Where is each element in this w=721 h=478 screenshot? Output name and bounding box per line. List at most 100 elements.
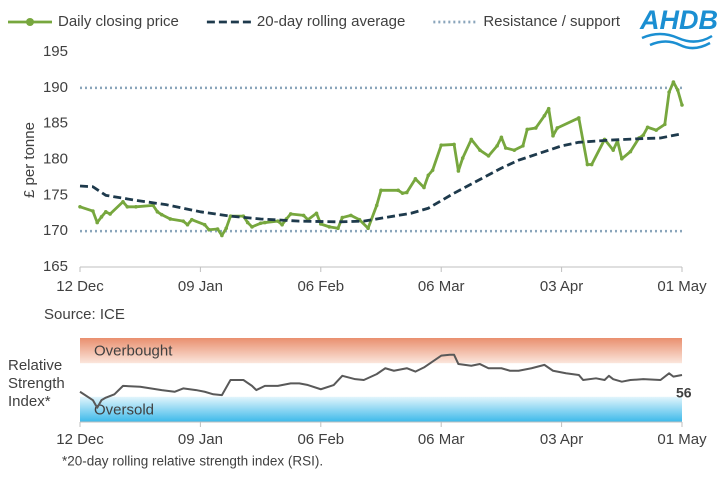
point <box>258 221 263 226</box>
point <box>405 190 409 195</box>
point <box>99 215 104 219</box>
legend-label: Resistance / support <box>483 13 621 30</box>
legend-label: 20-day rolling average <box>257 13 405 30</box>
point <box>512 148 517 152</box>
point <box>525 127 529 132</box>
point <box>680 103 684 107</box>
point <box>151 203 155 208</box>
y-tick-label: 185 <box>43 115 68 132</box>
x-tick-label: 03 Apr <box>540 431 583 448</box>
point <box>675 88 680 92</box>
point <box>585 162 590 167</box>
point <box>478 148 482 152</box>
x-tick-label: 06 Feb <box>297 278 344 295</box>
point <box>542 113 547 118</box>
y-tick-label: 175 <box>43 186 68 203</box>
x-tick-label: 06 Feb <box>297 431 344 448</box>
x-tick-label: 09 Jan <box>178 278 223 295</box>
y-tick-label: 190 <box>43 79 68 96</box>
point <box>422 185 426 190</box>
point <box>611 148 615 152</box>
y-tick-label: 195 <box>43 43 68 60</box>
point <box>641 133 646 137</box>
point <box>413 177 418 181</box>
point <box>95 220 99 225</box>
point <box>499 135 504 140</box>
x-tick-label: 09 Jan <box>178 431 223 448</box>
series-line <box>79 80 684 237</box>
point <box>280 222 284 227</box>
y-axis-label: Strength <box>8 375 65 392</box>
point <box>374 203 379 208</box>
point <box>159 212 164 217</box>
logo: AHDB <box>639 5 718 50</box>
point <box>250 225 254 229</box>
y-tick-label: 180 <box>43 150 68 167</box>
y-tick-label: 170 <box>43 222 68 239</box>
point <box>663 122 667 127</box>
point <box>215 227 220 231</box>
logo-wave <box>641 32 713 50</box>
point <box>155 210 160 214</box>
point <box>78 205 82 209</box>
series-line <box>79 132 683 224</box>
x-tick-label: 06 Mar <box>418 431 465 448</box>
band <box>80 338 682 364</box>
last-value-label: 56 <box>676 385 692 401</box>
point <box>121 199 125 204</box>
point <box>336 226 340 231</box>
point <box>220 233 224 238</box>
legend-marker <box>26 18 34 26</box>
source: Source: ICE <box>44 306 125 323</box>
point <box>288 212 293 216</box>
series-line <box>79 353 683 409</box>
point <box>667 90 671 94</box>
band-label: Oversold <box>94 401 154 418</box>
point <box>314 211 319 216</box>
point <box>202 222 207 227</box>
legend-label: Daily closing price <box>58 13 179 30</box>
point <box>654 128 658 132</box>
point <box>456 169 461 173</box>
y-tick-label: 165 <box>43 258 68 275</box>
point <box>396 188 401 193</box>
point <box>327 225 332 229</box>
point <box>577 116 581 120</box>
point <box>108 212 112 216</box>
point <box>319 222 323 226</box>
logo-text: AHDB <box>639 5 718 35</box>
point <box>228 214 233 218</box>
y-axis-label: Relative <box>8 357 62 374</box>
point <box>263 220 267 225</box>
point <box>207 227 211 232</box>
point <box>349 213 353 218</box>
x-tick-label: 12 Dec <box>56 278 104 295</box>
band-label: Overbought <box>94 343 173 360</box>
point <box>276 219 280 223</box>
point <box>628 149 633 154</box>
x-tick-label: 06 Mar <box>418 278 465 295</box>
point <box>460 156 465 160</box>
band <box>80 396 682 422</box>
point <box>426 173 431 178</box>
y-axis-label: £ per tonne <box>21 122 38 198</box>
point <box>400 191 405 195</box>
point <box>555 126 560 130</box>
point <box>181 219 185 223</box>
point <box>486 154 491 158</box>
point <box>185 222 190 227</box>
point <box>340 215 345 220</box>
point <box>134 205 138 209</box>
point <box>245 220 250 225</box>
point <box>190 217 194 222</box>
point <box>495 144 499 148</box>
point <box>534 126 538 130</box>
point <box>589 162 594 167</box>
point <box>168 217 173 221</box>
point <box>301 213 306 218</box>
x-tick-label: 01 May <box>657 431 707 448</box>
x-tick-label: 03 Apr <box>540 278 583 295</box>
point <box>91 209 95 213</box>
point <box>104 210 108 214</box>
x-tick-label: 12 Dec <box>56 431 104 448</box>
